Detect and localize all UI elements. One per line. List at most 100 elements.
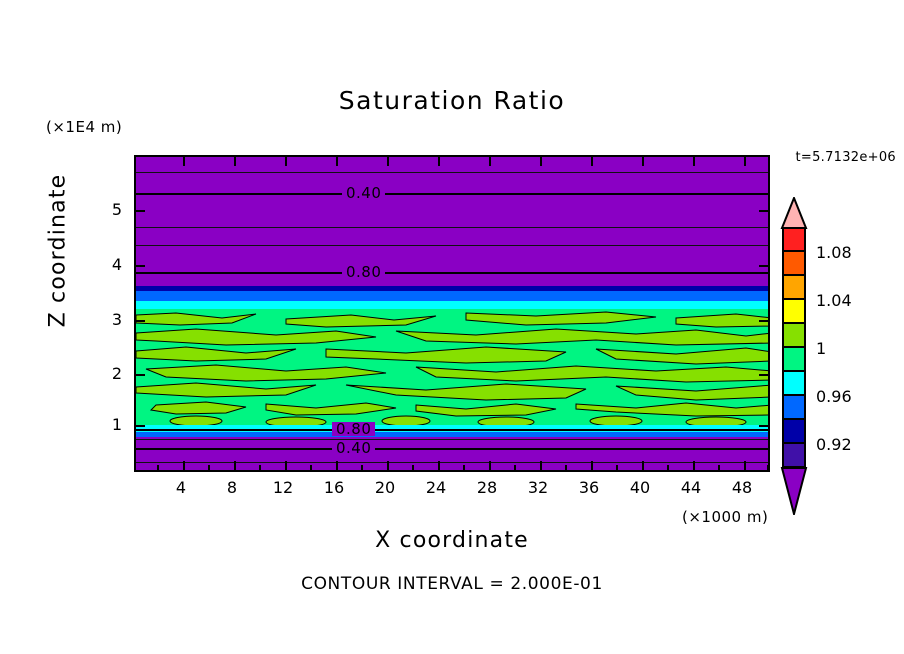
colorbar-tick-label: 1 — [816, 339, 827, 358]
x-tick-mark — [693, 461, 695, 470]
x-tick-mark-minor — [259, 465, 261, 470]
y-tick-mark-right — [759, 374, 768, 376]
x-tick-label: 48 — [731, 478, 753, 497]
x-tick-mark-top — [540, 157, 542, 166]
contour-line-0p40-lower — [136, 448, 768, 450]
y-tick-label: 3 — [111, 310, 122, 329]
contour-line-upper-c — [136, 245, 768, 246]
x-tick-label: 36 — [578, 478, 600, 497]
x-tick-label: 8 — [226, 478, 238, 497]
x-tick-mark — [387, 461, 389, 470]
colorbar-band — [782, 371, 806, 395]
x-tick-mark — [438, 461, 440, 470]
time-annotation: t=5.7132e+06 — [795, 150, 896, 165]
x-tick-mark — [489, 461, 491, 470]
y-tick-mark — [136, 425, 145, 427]
colorbar-band — [782, 395, 806, 419]
x-tick-mark-minor — [514, 465, 516, 470]
x-tick-mark — [234, 461, 236, 470]
colorbar-tick-label: 0.96 — [816, 387, 852, 406]
x-tick-mark-minor — [463, 465, 465, 470]
contour-line-lower-a — [136, 439, 768, 440]
contour-line-lower-b — [136, 462, 768, 463]
y-axis-unit-label: (×1E4 m) — [46, 118, 123, 136]
colorbar-band — [782, 347, 806, 371]
x-tick-mark-top — [744, 157, 746, 166]
colorbar-band — [782, 443, 806, 467]
colorbar-bottom-cap — [780, 467, 808, 515]
contour-line-0p40-upper — [136, 193, 768, 195]
contour-label-0p40-upper: 0.40 — [342, 186, 386, 201]
colorbar-band — [782, 251, 806, 275]
contour-line-0p80-lower — [136, 429, 768, 431]
x-tick-label: 32 — [527, 478, 549, 497]
x-tick-mark — [744, 461, 746, 470]
contour-interval-note: CONTOUR INTERVAL = 2.000E-01 — [301, 574, 603, 594]
x-tick-label: 4 — [175, 478, 187, 497]
y-tick-mark-right — [759, 265, 768, 267]
y-tick-label: 5 — [111, 200, 122, 219]
colorbar-band — [782, 299, 806, 323]
layer-upper-blue-film-2 — [136, 291, 768, 301]
colorbar-tick-label: 1.04 — [816, 291, 852, 310]
x-tick-mark-minor — [157, 465, 159, 470]
colorbar-band — [782, 323, 806, 347]
colorbar-tick-label: 1.08 — [816, 243, 852, 262]
y-tick-label: 1 — [111, 415, 122, 434]
x-tick-mark-top — [591, 157, 593, 166]
x-tick-mark-minor — [208, 465, 210, 470]
x-tick-mark-minor — [616, 465, 618, 470]
colorbar-band — [782, 227, 806, 251]
y-tick-mark — [136, 210, 145, 212]
layer-lower-blue-film — [136, 432, 768, 437]
y-tick-mark-right — [759, 320, 768, 322]
colorbar-band — [782, 419, 806, 443]
y-tick-mark-right — [759, 425, 768, 427]
colorbar[interactable]: 1.08 1.04 1 0.96 0.92 — [780, 197, 852, 515]
x-tick-mark — [336, 461, 338, 470]
x-tick-mark — [591, 461, 593, 470]
contour-line-upper-a — [136, 172, 768, 173]
y-tick-mark — [136, 374, 145, 376]
y-tick-mark — [136, 320, 145, 322]
x-tick-label: 44 — [680, 478, 702, 497]
contour-label-0p40-lower: 0.40 — [332, 441, 376, 456]
y-axis-title: Z coordinate — [45, 173, 71, 328]
x-tick-mark-top — [183, 157, 185, 166]
x-tick-label: 24 — [425, 478, 447, 497]
contour-label-0p80-upper: 0.80 — [342, 265, 386, 280]
turbulent-fingering-pattern — [136, 311, 768, 427]
colorbar-top-cap — [780, 197, 808, 229]
x-tick-mark-minor — [718, 465, 720, 470]
y-tick-mark-right — [759, 210, 768, 212]
x-tick-mark-top — [489, 157, 491, 166]
x-tick-mark-top — [234, 157, 236, 166]
y-tick-label: 2 — [111, 364, 122, 383]
x-tick-mark — [642, 461, 644, 470]
contour-line-upper-b — [136, 227, 768, 228]
layer-lower-background — [136, 437, 768, 470]
x-tick-label: 20 — [374, 478, 396, 497]
page-title: Saturation Ratio — [338, 86, 566, 115]
x-tick-mark — [183, 461, 185, 470]
x-tick-mark-top — [387, 157, 389, 166]
x-tick-mark-minor — [361, 465, 363, 470]
x-tick-label: 40 — [629, 478, 651, 497]
x-tick-mark-minor — [767, 465, 768, 470]
x-axis-title: X coordinate — [375, 528, 529, 553]
y-tick-mark — [136, 265, 145, 267]
colorbar-tick-label: 0.92 — [816, 435, 852, 454]
x-tick-mark-minor — [565, 465, 567, 470]
layer-lower-cyan-film — [136, 425, 768, 432]
x-tick-mark-minor — [310, 465, 312, 470]
x-tick-mark-minor — [412, 465, 414, 470]
x-tick-mark — [540, 461, 542, 470]
x-tick-mark — [285, 461, 287, 470]
colorbar-band — [782, 275, 806, 299]
x-tick-mark-minor — [667, 465, 669, 470]
contour-plot-area[interactable]: 0.40 0.80 0.80 0.40 — [134, 155, 770, 472]
x-tick-mark-top — [642, 157, 644, 166]
x-tick-mark-top — [438, 157, 440, 166]
x-tick-label: 12 — [272, 478, 294, 497]
